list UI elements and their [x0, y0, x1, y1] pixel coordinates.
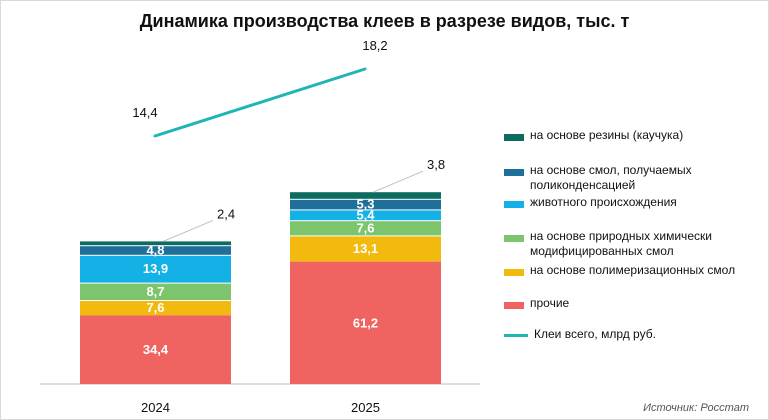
leader-line	[162, 219, 214, 242]
line-value-label: 14,4	[132, 105, 157, 120]
data-label: 13,1	[353, 241, 378, 256]
legend-item: на основе полимеризационных смол	[504, 263, 759, 278]
data-label: 61,2	[353, 315, 378, 330]
bar-segment-2025-2	[290, 221, 441, 236]
legend-swatch	[504, 169, 524, 176]
data-label: 3,8	[427, 157, 445, 172]
leader-line	[372, 170, 424, 193]
legend-label: животного происхождения	[530, 195, 677, 209]
x-tick-label: 2024	[141, 400, 170, 415]
legend-item: на основе резины (каучука)	[504, 128, 759, 143]
legend-label: Клеи всего, млрд руб.	[534, 327, 656, 341]
data-label: 8,7	[146, 284, 164, 299]
source-note: Источник: Росстат	[643, 402, 749, 414]
total-line	[153, 67, 367, 138]
x-tick-label: 2025	[351, 400, 380, 415]
data-label: 2,4	[217, 206, 235, 221]
data-label: 5,4	[356, 207, 375, 222]
legend-swatch	[504, 269, 524, 276]
legend-item-total-line: Клеи всего, млрд руб.	[504, 327, 759, 342]
bar-segment-2024-4	[80, 246, 231, 255]
legend-swatch	[504, 201, 524, 208]
bar-segment-2024-1	[80, 301, 231, 316]
data-label: 13,9	[143, 261, 168, 276]
data-label: 34,4	[143, 342, 169, 357]
legend-label: на основе полимеризационных смол	[530, 263, 736, 277]
data-label: 4,8	[146, 243, 164, 258]
data-label: 7,6	[146, 300, 164, 315]
legend-swatch	[504, 134, 524, 141]
legend-item: на основе природных химически модифициро…	[504, 229, 759, 259]
legend-label: прочие	[530, 296, 570, 310]
bar-segment-2024-2	[80, 283, 231, 300]
bar-segment-2024-3	[80, 255, 231, 283]
line-value-label: 18,2	[362, 38, 387, 53]
legend-item: прочие	[504, 296, 759, 311]
bar-segment-2025-0	[290, 261, 441, 384]
data-label: 7,6	[356, 220, 374, 235]
bar-segment-2025-1	[290, 236, 441, 262]
data-label: 5,3	[356, 197, 374, 212]
bar-segment-2025-4	[290, 199, 441, 210]
legend-label: на основе природных химически модифициро…	[530, 229, 712, 258]
legend-item: на основе смол, получаемых поликонденсац…	[504, 163, 759, 193]
bar-segment-2024-0	[80, 315, 231, 384]
legend-label: на основе смол, получаемых поликонденсац…	[530, 163, 692, 192]
legend-swatch	[504, 302, 524, 309]
legend-item: животного происхождения	[504, 195, 759, 210]
bar-segment-2025-3	[290, 210, 441, 221]
bar-segment-2024-5	[80, 241, 231, 246]
legend-swatch	[504, 235, 524, 242]
bar-segment-2025-5	[290, 192, 441, 199]
chart-title: Динамика производства клеев в разрезе ви…	[139, 11, 630, 31]
legend: на основе резины (каучука) на основе смол…	[504, 0, 769, 360]
legend-label: на основе резины (каучука)	[530, 128, 684, 142]
legend-line-swatch	[504, 334, 528, 337]
